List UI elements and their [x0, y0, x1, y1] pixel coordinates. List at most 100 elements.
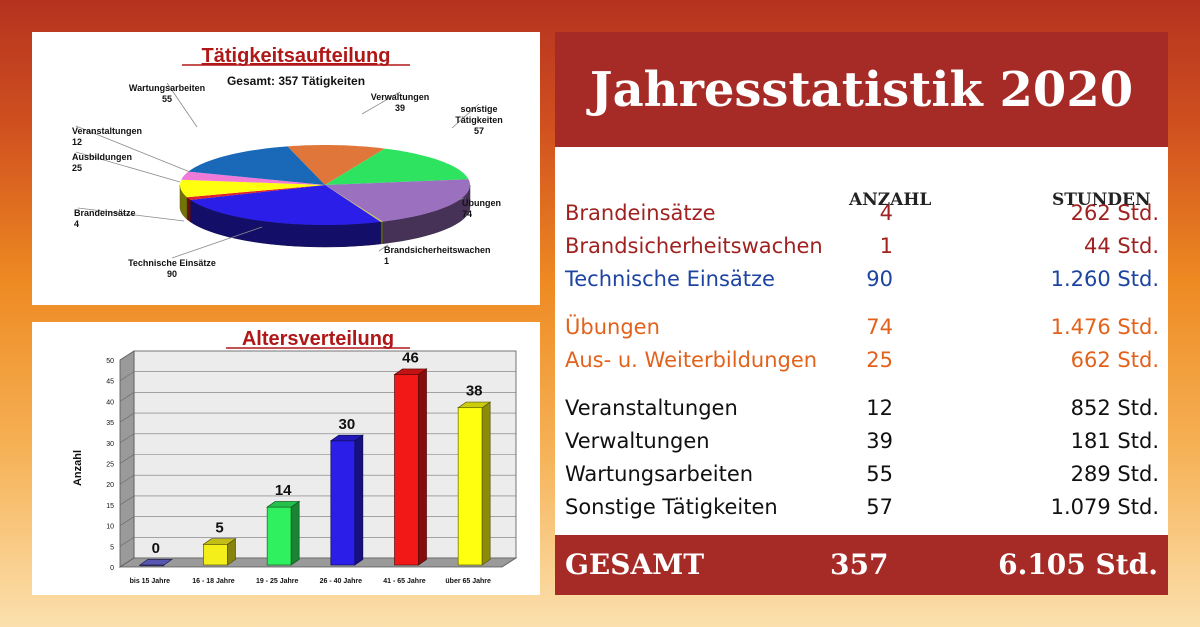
- pie-slice-label: Veranstaltungen 12: [72, 126, 142, 147]
- row-count: 39: [866, 429, 893, 453]
- row-label: Brandeinsätze: [565, 201, 716, 225]
- bar-side: [418, 368, 427, 566]
- y-tick-label: 30: [106, 441, 114, 448]
- bar-side: [481, 401, 491, 566]
- stats-row: Brandsicherheitswachen 1 44 Std.: [565, 231, 1159, 261]
- column-header-count: ANZAHL: [849, 190, 932, 210]
- pie-chart-title: Tätigkeitsaufteilung: [202, 45, 391, 67]
- row-label: Wartungsarbeiten: [565, 462, 754, 486]
- bar-top: [393, 368, 428, 375]
- bar: [394, 374, 419, 566]
- bar-top: [138, 559, 173, 566]
- y-tick-label: 10: [106, 524, 114, 531]
- bar-value-label: 5: [215, 519, 223, 536]
- y-tick-label: 5: [110, 544, 114, 551]
- pie-slice: [325, 185, 383, 222]
- pie-leader-line: [378, 244, 389, 252]
- row-hours: 262 Std.: [1070, 201, 1159, 225]
- pie-slice-side: [380, 221, 384, 245]
- bar-side: [354, 434, 364, 566]
- bar: [203, 543, 228, 566]
- x-tick-label: bis 15 Jahre: [130, 578, 171, 585]
- bar-top: [329, 434, 364, 442]
- x-tick-label: 19 - 25 Jahre: [256, 578, 299, 585]
- total-count: 357: [830, 548, 889, 581]
- row-label: Verwaltungen: [565, 429, 710, 453]
- pie-slice: [188, 146, 325, 185]
- pie-slice: [181, 171, 325, 185]
- pie-slice-label: Wartungsarbeiten 55: [129, 83, 205, 104]
- row-label: Brandsicherheitswachen: [565, 234, 823, 258]
- pie-leader-line: [361, 91, 401, 115]
- row-count: 74: [866, 315, 893, 339]
- pie-slice-label: Übungen 74: [462, 198, 501, 219]
- bar-value-label: 46: [402, 350, 419, 367]
- bar: [330, 440, 356, 566]
- pie-chart-panel: Tätigkeitsaufteilung Gesamt: 357 Tätigke…: [32, 32, 540, 305]
- row-hours: 181 Std.: [1070, 429, 1159, 453]
- y-tick-label: 45: [106, 379, 114, 386]
- row-count: 12: [866, 396, 893, 420]
- y-tick-label: 50: [106, 358, 114, 365]
- x-tick-label: 41 - 65 Jahre: [383, 578, 426, 585]
- bar-chart-panel: Altersverteilung Anzahl 0 5 10 15 20 25 30 35 40…: [32, 322, 540, 595]
- pie-leader-line: [75, 125, 191, 173]
- y-tick-label: 0: [110, 565, 114, 572]
- row-hours: 1.079 Std.: [1050, 495, 1159, 519]
- row-hours: 1.260 Std.: [1050, 267, 1159, 291]
- pie-slice: [190, 185, 381, 225]
- row-count: 4: [879, 201, 893, 225]
- bar-top: [266, 501, 301, 508]
- bar-chart-frame: [118, 350, 518, 568]
- bar-side: [290, 500, 300, 566]
- y-tick-label: 40: [106, 399, 114, 406]
- stats-row: Wartungsarbeiten 55 289 Std.: [565, 459, 1159, 489]
- y-tick-label: 15: [106, 503, 114, 510]
- x-axis-ticks: bis 15 Jahre 16 - 18 Jahre 19 - 25 Jahre 26…: [130, 578, 491, 585]
- stats-row: Veranstaltungen 12 852 Std.: [565, 393, 1159, 423]
- pie-slice: [186, 185, 325, 200]
- bar-top: [457, 401, 492, 409]
- floor: [118, 557, 518, 568]
- pie-leader-line: [77, 207, 185, 222]
- column-header-hours: STUNDEN: [1052, 190, 1151, 210]
- bars: 0 5 14 30 46 38: [138, 350, 492, 567]
- y-tick-label: 35: [106, 420, 114, 427]
- pie-slice-label: sonstige Tätigkeiten 57: [455, 104, 503, 136]
- stats-row: Brandeinsätze 4 262 Std.: [565, 198, 1159, 228]
- row-hours: 662 Std.: [1070, 348, 1159, 372]
- statistics-total-bar: GESAMT 357 6.105 Std.: [555, 535, 1168, 595]
- row-hours: 1.476 Std.: [1050, 315, 1159, 339]
- row-count: 55: [866, 462, 893, 486]
- row-hours: 44 Std.: [1084, 234, 1159, 258]
- pie-slice: [325, 148, 469, 185]
- bar-chart-title: Altersverteilung: [242, 328, 394, 350]
- total-label: GESAMT: [565, 548, 705, 581]
- y-tick-label: 25: [106, 462, 114, 469]
- pie-top: [180, 145, 470, 225]
- pie-leader-line: [456, 197, 467, 201]
- pie-slice: [325, 179, 470, 222]
- statistics-title: Jahresstatistik 2020: [555, 32, 1168, 147]
- stats-row: Verwaltungen 39 181 Std.: [565, 426, 1159, 456]
- y-axis-label: Anzahl: [72, 450, 84, 486]
- total-hours: 6.105 Std.: [998, 548, 1158, 581]
- row-label: Technische Einsätze: [565, 267, 775, 291]
- bar-value-label: 0: [152, 540, 160, 557]
- pie-slice-side: [186, 196, 191, 223]
- bar: [457, 407, 483, 566]
- y-tick-label: 20: [106, 482, 114, 489]
- x-tick-label: 26 - 40 Jahre: [320, 578, 363, 585]
- pie-leader-line: [75, 151, 181, 183]
- row-label: Aus- u. Weiterbildungen: [565, 348, 818, 372]
- pie-leader-line: [166, 82, 198, 128]
- row-hours: 852 Std.: [1070, 396, 1159, 420]
- row-count: 90: [866, 267, 893, 291]
- bar-value-label: 14: [275, 482, 292, 499]
- pie-slice-label: Verwaltungen 39: [371, 92, 430, 113]
- x-tick-label: über 65 Jahre: [445, 578, 491, 585]
- stats-row: Sonstige Tätigkeiten 57 1.079 Std.: [565, 492, 1159, 522]
- pie-slice-label: Technische Einsätze 90: [128, 258, 216, 279]
- stats-row: Übungen 74 1.476 Std.: [565, 312, 1159, 342]
- pie-slice-side: [179, 185, 188, 220]
